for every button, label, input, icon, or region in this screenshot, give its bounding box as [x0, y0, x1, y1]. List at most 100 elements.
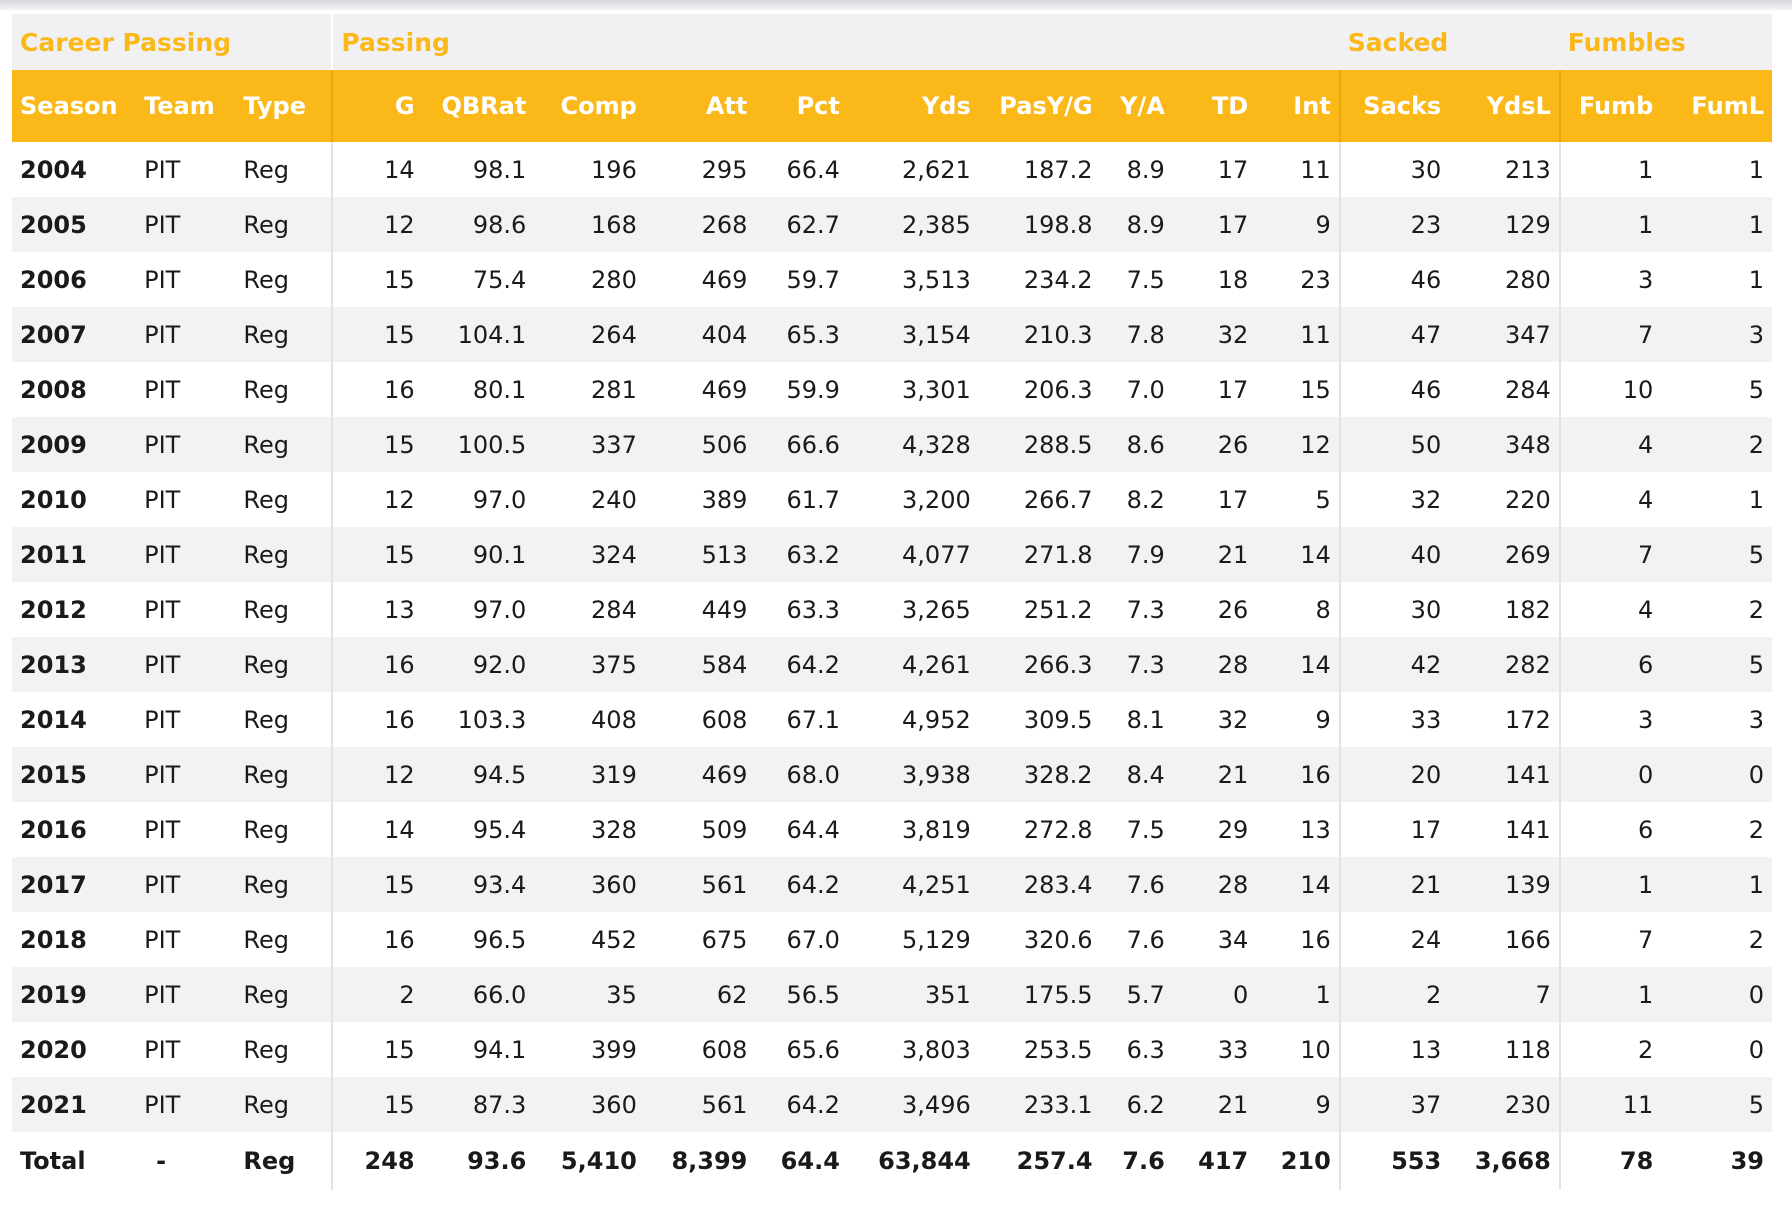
cell-fumb: 6: [1558, 802, 1662, 857]
cell-ydsl: 230: [1449, 1077, 1560, 1132]
cell-y-a: 7.5: [1100, 802, 1173, 857]
cell-pct: 64.2: [755, 1077, 848, 1132]
table-row: 2019 PIT Reg 2 66.0 35 62 56.5 351 175.5 5.7 0 1 2 7 1 0: [12, 967, 1772, 1022]
cell-fuml: 2: [1661, 802, 1772, 857]
cell-fumb: 11: [1558, 1077, 1662, 1132]
cell-pct: 64.2: [755, 637, 848, 692]
cell-g: 16: [331, 637, 423, 692]
cell-int: 12: [1256, 417, 1340, 472]
column-header-att[interactable]: Att: [644, 70, 756, 142]
cell-y-a: 6.2: [1100, 1077, 1173, 1132]
table-row: 2005 PIT Reg 12 98.6 168 268 62.7 2,385 198.8 8.9 1…: [12, 197, 1772, 252]
cell-type: Reg: [235, 747, 333, 802]
cell-fumb: 10: [1558, 362, 1662, 417]
cell-int: 15: [1256, 362, 1340, 417]
cell-pasy-g: 206.3: [978, 362, 1101, 417]
total-cell-int: 210: [1256, 1132, 1340, 1190]
cell-pct: 64.4: [755, 802, 848, 857]
cell-type: Reg: [235, 582, 333, 637]
column-header-g[interactable]: G: [331, 70, 423, 142]
cell-yds: 3,200: [847, 472, 979, 527]
cell-fumb: 1: [1558, 857, 1662, 912]
cell-int: 9: [1256, 197, 1340, 252]
cell-type: Reg: [235, 472, 333, 527]
cell-fumb: 4: [1558, 582, 1662, 637]
cell-qbrat: 97.0: [422, 472, 535, 527]
cell-pct: 64.2: [755, 857, 848, 912]
cell-qbrat: 94.5: [422, 747, 535, 802]
cell-pasy-g: 253.5: [978, 1022, 1101, 1077]
cell-type: Reg: [235, 142, 333, 197]
cell-pasy-g: 210.3: [978, 307, 1101, 362]
column-header-fuml[interactable]: FumL: [1661, 70, 1772, 142]
total-cell-td: 417: [1172, 1132, 1257, 1190]
column-header-type[interactable]: Type: [235, 70, 333, 142]
cell-g: 15: [331, 1077, 423, 1132]
cell-season: 2017: [12, 857, 137, 912]
cell-yds: 4,952: [847, 692, 979, 747]
column-header-pasy-g[interactable]: PasY/G: [978, 70, 1101, 142]
cell-y-a: 8.4: [1100, 747, 1173, 802]
cell-td: 32: [1172, 692, 1257, 747]
cell-fuml: 0: [1661, 967, 1772, 1022]
cell-fuml: 2: [1661, 912, 1772, 967]
career-passing-table: Career Passing Passing Sacked Fumbles Se…: [12, 14, 1772, 1190]
cell-y-a: 8.2: [1100, 472, 1173, 527]
cell-season: 2016: [12, 802, 137, 857]
cell-team: PIT: [136, 417, 236, 472]
top-shadow-bar: [0, 0, 1792, 10]
cell-y-a: 7.3: [1100, 582, 1173, 637]
column-header-td[interactable]: TD: [1172, 70, 1257, 142]
column-header-pct[interactable]: Pct: [755, 70, 848, 142]
cell-g: 12: [331, 472, 423, 527]
cell-comp: 240: [534, 472, 645, 527]
cell-ydsl: 280: [1449, 252, 1560, 307]
cell-int: 11: [1256, 307, 1340, 362]
column-header-season[interactable]: Season: [12, 70, 137, 142]
table-row: 2017 PIT Reg 15 93.4 360 561 64.2 4,251 283.4 7.6 2…: [12, 857, 1772, 912]
cell-fumb: 6: [1558, 637, 1662, 692]
cell-ydsl: 282: [1449, 637, 1560, 692]
cell-type: Reg: [235, 252, 333, 307]
column-header-qbrat[interactable]: QBRat: [422, 70, 535, 142]
cell-pct: 63.2: [755, 527, 848, 582]
cell-ydsl: 139: [1449, 857, 1560, 912]
cell-td: 34: [1172, 912, 1257, 967]
cell-att: 506: [644, 417, 756, 472]
cell-team: PIT: [136, 692, 236, 747]
cell-pct: 66.6: [755, 417, 848, 472]
cell-att: 268: [644, 197, 756, 252]
cell-sacks: 46: [1338, 252, 1450, 307]
column-header-sacks[interactable]: Sacks: [1338, 70, 1450, 142]
cell-pasy-g: 233.1: [978, 1077, 1101, 1132]
cell-qbrat: 98.6: [422, 197, 535, 252]
cell-comp: 281: [534, 362, 645, 417]
column-header-ydsl[interactable]: YdsL: [1449, 70, 1560, 142]
column-header-yds[interactable]: Yds: [847, 70, 979, 142]
cell-att: 295: [644, 142, 756, 197]
cell-team: PIT: [136, 1077, 236, 1132]
cell-yds: 351: [847, 967, 979, 1022]
cell-ydsl: 7: [1449, 967, 1560, 1022]
cell-pasy-g: 288.5: [978, 417, 1101, 472]
cell-y-a: 7.6: [1100, 857, 1173, 912]
cell-qbrat: 97.0: [422, 582, 535, 637]
cell-qbrat: 90.1: [422, 527, 535, 582]
cell-sacks: 33: [1338, 692, 1450, 747]
column-header-y-a[interactable]: Y/A: [1100, 70, 1173, 142]
column-header-team[interactable]: Team: [136, 70, 236, 142]
cell-fuml: 1: [1661, 142, 1772, 197]
table-row: 2006 PIT Reg 15 75.4 280 469 59.7 3,513 234.2 7.5 1…: [12, 252, 1772, 307]
cell-comp: 360: [534, 1077, 645, 1132]
column-header-int[interactable]: Int: [1256, 70, 1340, 142]
cell-team: PIT: [136, 582, 236, 637]
cell-att: 469: [644, 362, 756, 417]
column-header-comp[interactable]: Comp: [534, 70, 645, 142]
cell-y-a: 8.1: [1100, 692, 1173, 747]
cell-yds: 3,513: [847, 252, 979, 307]
total-cell-ydsl: 3,668: [1449, 1132, 1560, 1190]
cell-fuml: 0: [1661, 747, 1772, 802]
cell-sacks: 40: [1338, 527, 1450, 582]
cell-team: PIT: [136, 197, 236, 252]
column-header-fumb[interactable]: Fumb: [1558, 70, 1662, 142]
